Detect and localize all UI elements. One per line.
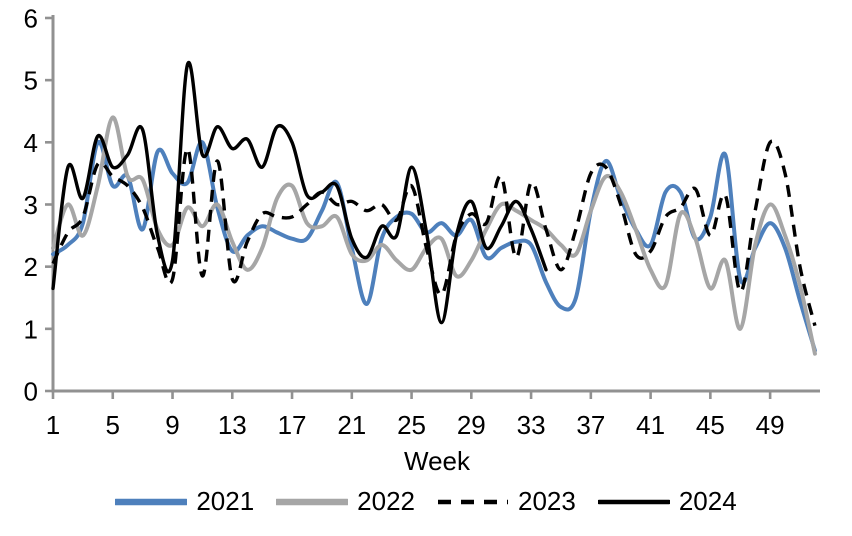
- legend-swatch-2024: [597, 499, 670, 504]
- legend-label-2024: 2024: [678, 486, 737, 516]
- legend-item-2024: 2024: [597, 486, 737, 517]
- x-tick-label: 29: [457, 410, 486, 440]
- legend-item-2021: 2021: [115, 486, 254, 517]
- x-tick-label: 17: [278, 410, 307, 440]
- legend-swatch-2023: [438, 499, 508, 504]
- series-line-2022: [51, 115, 817, 356]
- x-axis-title: Week: [404, 446, 470, 476]
- y-tick-label: 1: [24, 314, 38, 344]
- legend-label-2021: 2021: [196, 486, 255, 516]
- y-tick-label: 2: [24, 252, 38, 282]
- y-tick-label: 5: [24, 66, 38, 96]
- y-tick-label: 0: [24, 377, 38, 407]
- x-tick-label: 13: [218, 410, 247, 440]
- legend-item-2023: 2023: [437, 486, 576, 517]
- legend: 2021 2022 2023 2024: [0, 486, 852, 517]
- legend-item-2022: 2022: [276, 486, 415, 517]
- legend-label-2022: 2022: [357, 486, 415, 516]
- x-tick-label: 45: [696, 410, 725, 440]
- series-line-2024: [51, 60, 548, 325]
- x-tick-label: 41: [636, 410, 665, 440]
- y-tick-label: 4: [24, 128, 38, 158]
- x-tick-label: 37: [576, 410, 605, 440]
- x-tick-label: 9: [165, 410, 179, 440]
- x-tick-label: 1: [46, 410, 60, 440]
- x-tick-label: 5: [106, 410, 120, 440]
- x-tick-label: 33: [517, 410, 546, 440]
- x-tick-label: 25: [397, 410, 426, 440]
- x-tick-label: 49: [756, 410, 785, 440]
- x-tick-label: 21: [337, 410, 366, 440]
- y-tick-label: 3: [24, 190, 38, 220]
- legend-label-2023: 2023: [518, 486, 576, 516]
- y-tick-label: 6: [24, 3, 38, 33]
- legend-swatch-2022: [276, 498, 349, 505]
- legend-swatch-2021: [115, 498, 188, 505]
